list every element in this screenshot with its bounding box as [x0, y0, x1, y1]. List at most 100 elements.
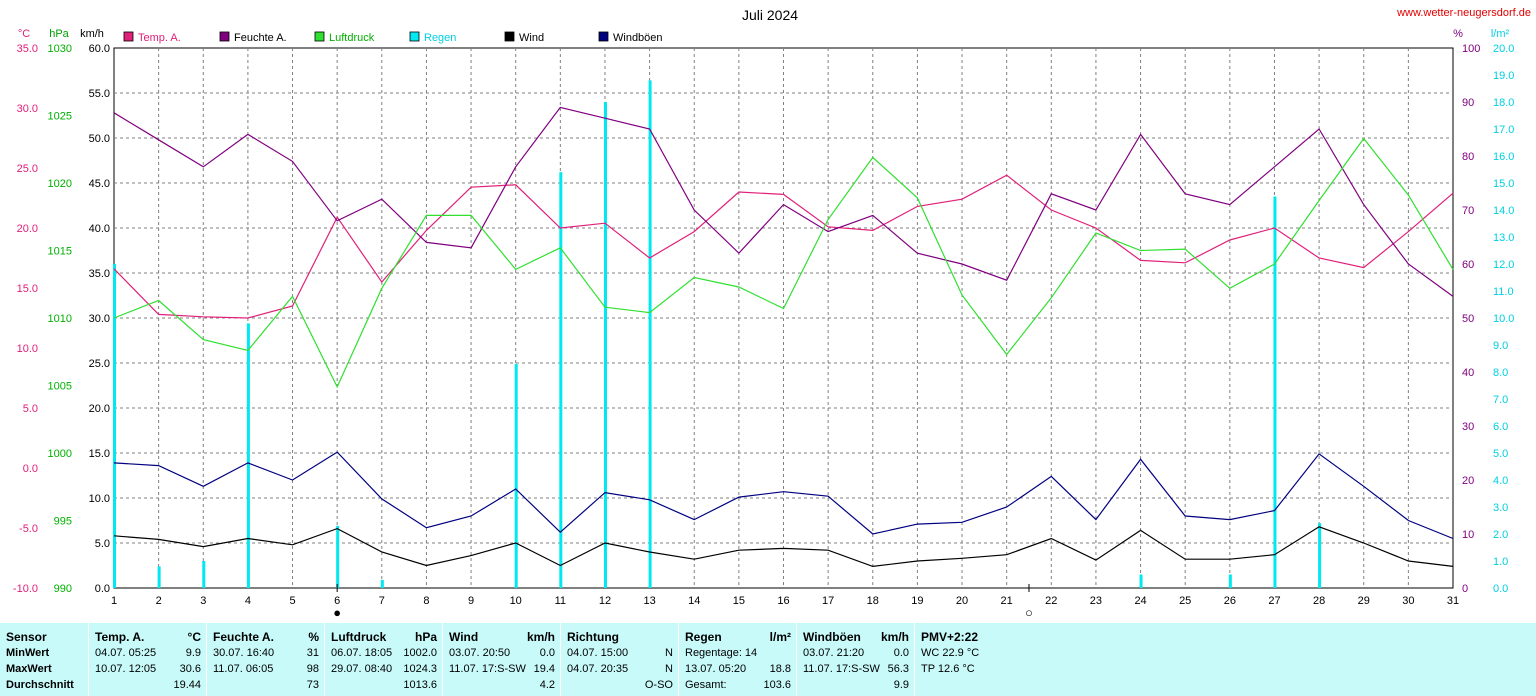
x-axis-tick: 2: [156, 595, 162, 607]
humid-axis-tick: 10: [1462, 529, 1474, 541]
legend: Temp. A. Feuchte A. Luftdruck Regen Wind Wind…: [123, 31, 663, 44]
stats-row: 30.07. 16:40 31: [213, 647, 319, 662]
temp-axis-tick: -5.0: [19, 523, 38, 535]
rain-axis-unit: l/m²: [1491, 28, 1510, 40]
temp-axis-tick: 20.0: [17, 223, 38, 235]
stats-value: 73: [306, 679, 319, 691]
stats-value: 18.8: [769, 663, 791, 675]
stats-row: TP 12.6 °C: [921, 663, 1019, 678]
x-axis-tick: 11: [555, 595, 566, 607]
stats-row: 73: [213, 679, 319, 694]
stats-value: 1002.0: [403, 647, 437, 659]
moon-phase-icon: ○: [1025, 605, 1033, 620]
stats-value: 30.6: [179, 663, 201, 675]
x-axis-tick: 28: [1313, 595, 1325, 607]
x-axis-tick: 23: [1090, 595, 1102, 607]
series-line-temp: [113, 174, 1454, 319]
rain-axis-tick: 20.0: [1493, 43, 1514, 55]
rain-bar: [1139, 574, 1143, 588]
press-axis-tick: 1020: [48, 178, 72, 190]
rain-axis-tick: 11.0: [1493, 286, 1514, 298]
stats-value: 19.44: [173, 679, 201, 691]
stats-column-temp: Temp. A. °C 04.07. 05:25 9.9 10.07. 12:05 30.…: [88, 623, 207, 696]
x-axis-tick: 14: [688, 595, 700, 607]
stats-unit: °C: [187, 630, 201, 644]
x-axis-tick: 3: [200, 595, 206, 607]
x-axis-tick: 20: [956, 595, 968, 607]
stats-header: Wind: [449, 630, 479, 644]
humid-axis-tick: 50: [1462, 313, 1474, 325]
stats-value: 19.4: [533, 663, 555, 675]
press-axis-tick: 995: [54, 516, 72, 528]
x-axis-tick: 18: [867, 595, 879, 607]
stats-row-name: MaxWert: [6, 663, 52, 675]
kmh-axis-tick: 40.0: [89, 223, 110, 235]
legend-label: Regen: [424, 32, 456, 44]
stats-unit: km/h: [880, 630, 909, 644]
rain-bars: [113, 80, 1322, 589]
temp-axis-tick: -10.0: [13, 583, 38, 595]
rain-axis-tick: 1.0: [1493, 556, 1508, 568]
rain-bar: [1228, 574, 1232, 588]
stats-row: Regentage: 14: [685, 647, 791, 662]
rain-bar: [157, 566, 161, 588]
x-axis-tick: 24: [1134, 595, 1146, 607]
stats-row: 11.07. 06:05 98: [213, 663, 319, 678]
x-axis-tick: 26: [1224, 595, 1236, 607]
kmh-axis-tick: 10.0: [89, 493, 110, 505]
rain-bar: [113, 264, 116, 588]
stats-row-name: Durchschnitt: [6, 679, 74, 691]
rain-axis-tick: 2.0: [1493, 529, 1508, 541]
series-lines: [113, 106, 1454, 568]
x-axis-tick: 1: [111, 595, 117, 607]
stats-header: Luftdruck: [331, 630, 387, 644]
rain-axis-tick: 7.0: [1493, 394, 1508, 406]
stats-time: 04.07. 15:00: [567, 647, 629, 659]
stats-row: 03.07. 20:50 0.0: [449, 647, 555, 662]
stats-column-dir: Richtung 04.07. 15:00 N 04.07. 20:35 N O-SO: [560, 623, 679, 696]
stats-row: 4.2: [449, 679, 555, 694]
stats-header: Windböen: [803, 630, 861, 644]
rain-bar: [380, 579, 384, 588]
stats-row: 19.44: [95, 679, 201, 694]
stats-time: 29.07. 08:40: [331, 663, 393, 675]
temp-axis-tick: 30.0: [17, 103, 38, 115]
stats-row: 13.07. 05:20 18.8: [685, 663, 791, 678]
humid-axis-tick: 40: [1462, 367, 1474, 379]
stats-value: 103.6: [763, 679, 791, 691]
x-axis-tick: 9: [468, 595, 474, 607]
rain-bar: [603, 102, 607, 588]
stats-row: 04.07. 20:35 N: [567, 663, 673, 678]
stats-value: 9.9: [185, 647, 201, 659]
stats-row: 03.07. 21:20 0.0: [803, 647, 909, 662]
stats-time: 03.07. 20:50: [449, 647, 511, 659]
humid-axis-tick: 30: [1462, 421, 1474, 433]
stats-row: WC 22.9 °C: [921, 647, 1019, 662]
x-axis-tick: 25: [1179, 595, 1191, 607]
kmh-axis-tick: 15.0: [89, 448, 110, 460]
rain-axis-tick: 14.0: [1493, 205, 1514, 217]
stats-time: Regentage: 14: [685, 647, 758, 659]
rain-axis-tick: 8.0: [1493, 367, 1508, 379]
stats-unit: l/m²: [769, 630, 791, 644]
legend-swatch: [409, 31, 420, 42]
stats-row: 1013.6: [331, 679, 437, 694]
x-axis-tick: 17: [822, 595, 834, 607]
stats-row-name: MinWert: [6, 647, 50, 659]
rain-bar: [202, 561, 206, 588]
series-line-press: [113, 137, 1454, 389]
stats-header: Sensor: [6, 630, 47, 644]
kmh-axis-tick: 50.0: [89, 133, 110, 145]
humid-axis-tick: 100: [1462, 43, 1480, 55]
x-axis-tick: 16: [777, 595, 789, 607]
stats-row: 29.07. 08:40 1024.3: [331, 663, 437, 678]
humid-axis-tick: 60: [1462, 259, 1474, 271]
kmh-axis-tick: 5.0: [95, 538, 110, 550]
stats-value: 1013.6: [403, 679, 437, 691]
stats-row: 04.07. 05:25 9.9: [95, 647, 201, 662]
x-axis-tick: 4: [245, 595, 251, 607]
stats-time: 03.07. 21:20: [803, 647, 865, 659]
stats-header: Regen: [685, 630, 722, 644]
kmh-axis-tick: 45.0: [89, 178, 110, 190]
x-axis-tick: 7: [379, 595, 385, 607]
